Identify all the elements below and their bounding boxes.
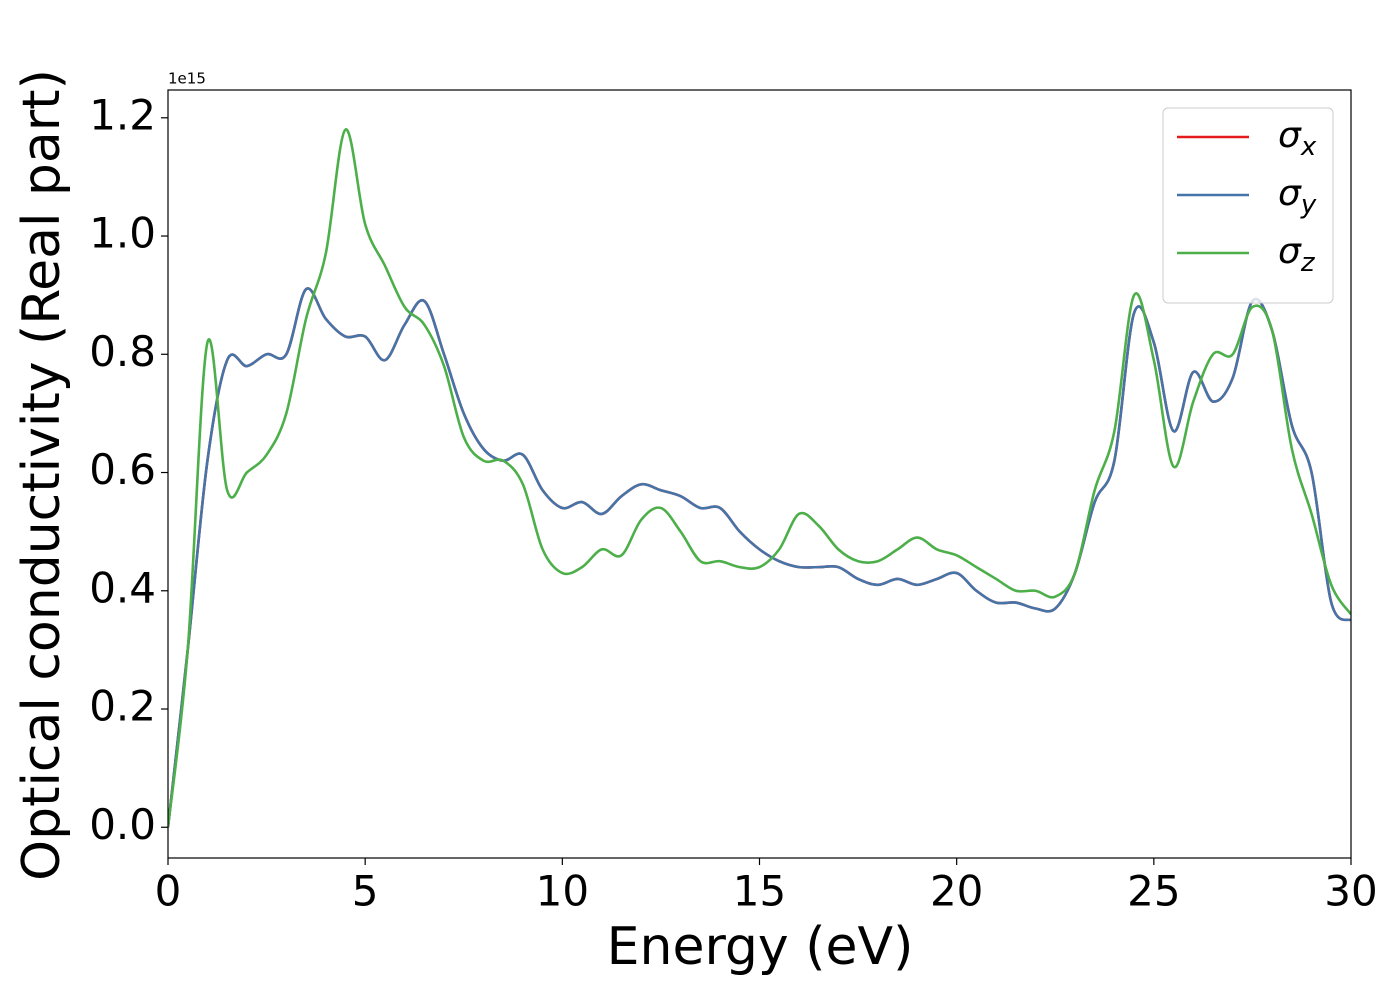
offset-text: 1e15 xyxy=(168,70,206,88)
x-tick-label: 5 xyxy=(352,867,379,916)
y-tick-label: 1.0 xyxy=(89,209,156,258)
x-tick-label: 30 xyxy=(1324,867,1377,916)
y-tick-label: 0.2 xyxy=(89,682,156,731)
legend-label: σz xyxy=(1278,231,1316,278)
x-tick-label: 0 xyxy=(155,867,182,916)
y-tick-label: 0.6 xyxy=(89,445,156,494)
series-line xyxy=(168,287,1351,828)
x-tick-label: 10 xyxy=(536,867,589,916)
plot-frame xyxy=(167,89,1352,859)
series-line xyxy=(168,287,1351,828)
y-axis-label: Optical conductivity (Real part) xyxy=(12,69,72,881)
y-tick-label: 0.8 xyxy=(89,327,156,376)
x-tick-label: 25 xyxy=(1127,867,1180,916)
x-tick-label: 20 xyxy=(930,867,983,916)
legend-label: σx xyxy=(1278,115,1317,162)
x-axis-label: Energy (eV) xyxy=(607,917,914,977)
legend-label: σy xyxy=(1278,173,1317,220)
y-tick-label: 0.4 xyxy=(89,563,156,612)
y-tick-label: 1.2 xyxy=(89,90,156,139)
x-tick-label: 15 xyxy=(733,867,786,916)
series-line xyxy=(168,128,1351,828)
y-tick-label: 0.0 xyxy=(89,800,156,849)
